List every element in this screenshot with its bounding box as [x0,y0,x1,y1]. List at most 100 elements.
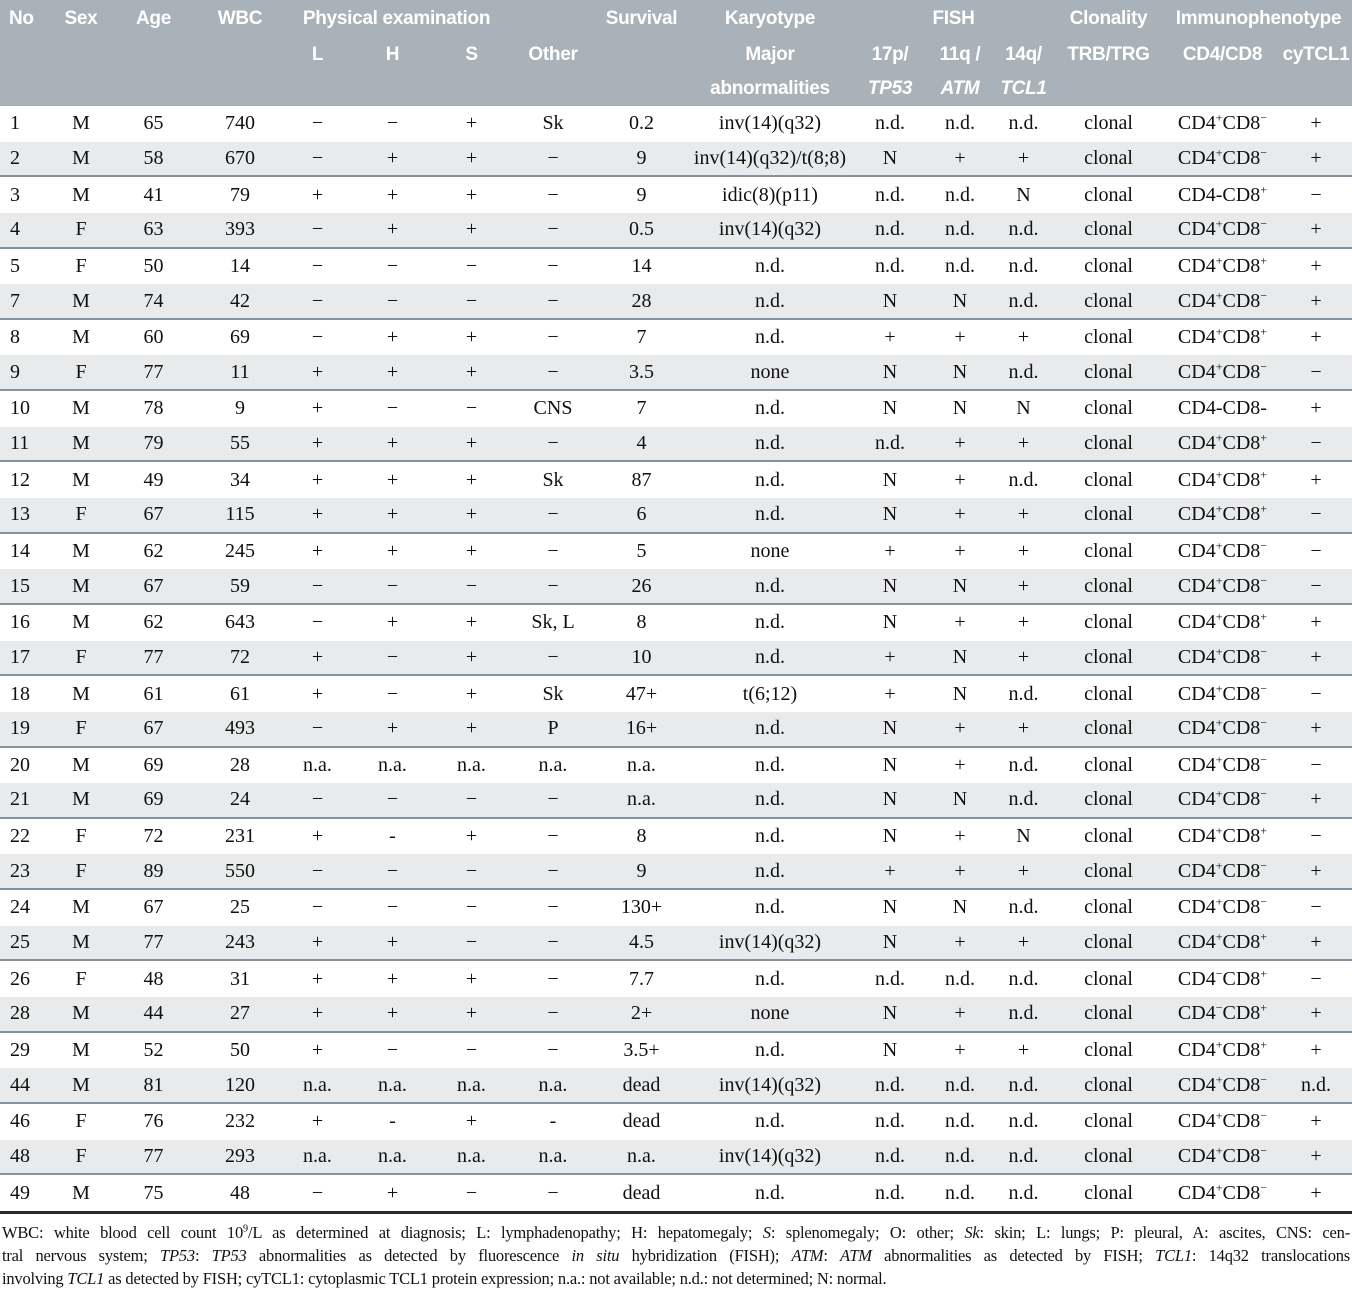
table-row-16: 16 M 62 643 − + + Sk, L 8 n.d. N + + clonal CD4+CD8+ + [0,605,1352,641]
cell-fish_14q_tcl1: n.d. [1008,788,1039,811]
cell-immunophenotype: CD4+CD8+ [1177,823,1268,848]
table-header: No Sex Age WBC Physical examination Surv… [0,0,1352,106]
cell-immunophenotype: CD4+CD8− [1177,110,1268,135]
cell-fish_14q_tcl1: n.d. [1008,753,1039,776]
cell-karyotype: n.d. [755,896,785,919]
cell-wbc: 25 [230,896,250,919]
cell-fish_17p_tp53: N [882,503,898,526]
cell-exam_h: − [386,397,399,420]
cell-fish_14q_tcl1: + [1017,611,1030,634]
cell-wbc: 34 [230,468,250,491]
table-row-28: 28 M 44 27 + + + − 2+ none N + n.d. clonal CD4−CD8+ + [0,997,1352,1033]
cell-no: 49 [10,1181,30,1204]
cell-cytcl1: − [1310,896,1322,919]
cell-exam_h: + [386,468,399,491]
cell-clonality: clonal [1084,1038,1133,1061]
cell-karyotype: n.d. [755,645,785,668]
cell-immunophenotype: CD4+CD8− [1177,786,1268,811]
cell-fish_14q_tcl1: n.d. [1008,1144,1039,1167]
cell-immunophenotype: CD4+CD8− [1177,1071,1268,1096]
cell-survival: 0.2 [629,112,654,135]
cell-fish_14q_tcl1: n.d. [1008,1110,1039,1133]
cell-sex: F [75,1110,87,1133]
cell-exam_other: − [547,289,559,312]
cell-cytcl1: + [1310,326,1322,349]
cell-no: 21 [10,788,30,811]
cell-fish_11q_atm: + [954,1038,966,1061]
cell-immunophenotype: CD4+CD8− [1177,894,1268,919]
cell-no: 23 [10,859,30,882]
cell-wbc: 48 [230,1181,250,1204]
cell-karyotype: inv(14)(q32) [718,218,822,241]
cell-no: 8 [10,326,20,349]
cell-exam_other: − [547,788,559,811]
cell-fish_17p_tp53: + [884,540,896,562]
col-header-wbc: WBC [217,8,263,29]
cell-fish_14q_tcl1: + [1017,859,1030,882]
cell-exam_s: + [465,540,478,562]
cell-exam_l: + [311,1038,324,1061]
cell-cytcl1: n.d. [1301,1073,1331,1096]
cell-exam_h: n.a. [378,1144,407,1167]
cell-fish_11q_atm: + [954,503,966,526]
cell-wbc: 14 [230,254,250,277]
cell-survival: 10 [631,645,652,668]
cell-sex: M [72,682,90,705]
cell-clonality: clonal [1084,645,1133,668]
cell-exam_s: + [465,825,478,848]
cell-fish_11q_atm: n.d. [945,1073,975,1096]
cell-clonality: clonal [1084,788,1133,811]
cell-sex: F [75,218,87,241]
cell-cytcl1: + [1310,611,1322,634]
cell-immunophenotype: CD4+CD8− [1177,752,1268,776]
cell-exam_h: + [386,360,399,383]
cell-survival: 7.7 [629,967,654,990]
cell-survival: 0.5 [629,218,654,241]
col-header-no: No [9,8,34,29]
cell-wbc: 42 [230,289,250,312]
cell-sex: M [72,432,90,455]
cell-exam_other: − [547,432,559,455]
cell-sex: F [75,503,87,526]
cell-clonality: clonal [1084,503,1133,526]
cell-sex: M [72,540,90,562]
cell-immunophenotype: CD4−CD8+ [1177,1000,1268,1025]
cell-wbc: 231 [225,825,255,848]
cell-exam_other: - [549,1110,557,1133]
cell-exam_other: − [547,218,559,241]
cell-wbc: 61 [230,682,250,705]
col-header-karyotype: Karyotype [724,8,816,29]
cell-no: 5 [10,254,20,277]
cell-immunophenotype: CD4+CD8+ [1177,929,1268,954]
cell-survival: 9 [636,859,647,882]
col-header-exam-other: Other [528,43,578,65]
cell-clonality: clonal [1084,753,1133,776]
cell-exam_other: n.a. [538,1073,568,1096]
cell-exam_h: + [386,611,399,634]
cell-survival: 8 [636,825,647,848]
cell-survival: 3.5+ [623,1038,660,1061]
cell-cytcl1: + [1310,1144,1322,1167]
cell-clonality: clonal [1084,397,1133,420]
cell-fish_17p_tp53: n.d. [875,432,905,455]
cell-exam_s: − [465,254,478,277]
cell-fish_14q_tcl1: n.d. [1008,896,1039,919]
cell-fish_11q_atm: n.d. [945,1144,975,1167]
cell-exam_l: + [311,468,324,491]
cell-exam_h: - [389,825,396,848]
cell-age: 52 [143,1038,164,1061]
cell-fish_17p_tp53: N [882,360,898,383]
cell-karyotype: none [750,540,790,562]
cell-sex: M [72,397,90,420]
cell-exam_s: + [465,967,478,990]
cell-exam_h: − [386,682,399,705]
cell-no: 44 [10,1073,30,1096]
cell-cytcl1: − [1310,682,1322,705]
cell-karyotype: inv(14)(q32) [718,112,822,135]
col-header-fish: FISH [932,8,975,29]
cell-age: 62 [143,540,164,562]
cell-fish_11q_atm: n.d. [945,112,975,135]
cell-exam_h: − [386,254,399,277]
